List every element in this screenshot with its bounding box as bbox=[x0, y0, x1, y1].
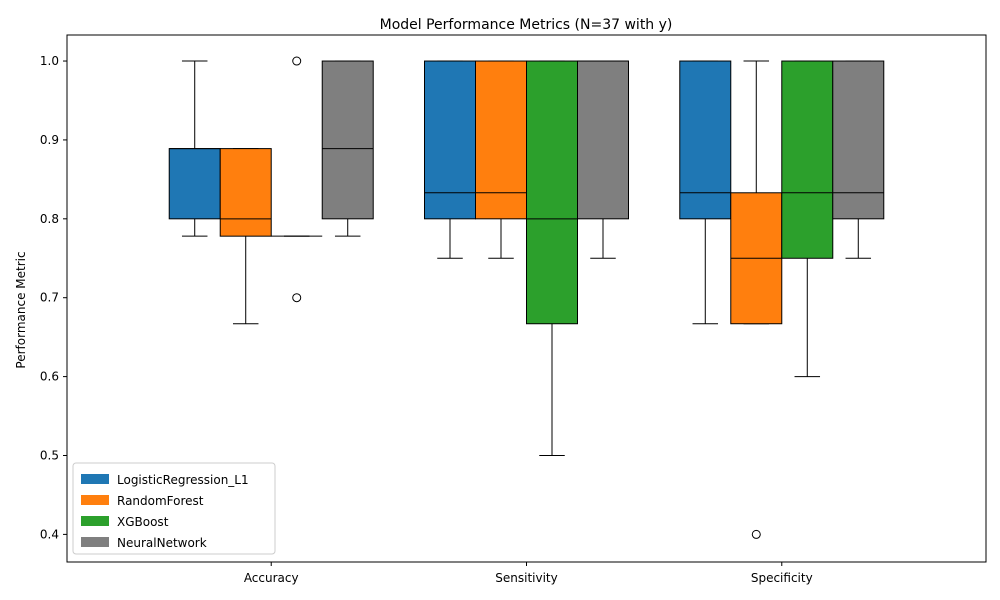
x-tick-label: Sensitivity bbox=[495, 571, 557, 585]
box-body bbox=[168, 148, 221, 220]
y-tick-label: 0.9 bbox=[40, 133, 59, 147]
y-tick-label: 0.6 bbox=[40, 370, 59, 384]
legend: LogisticRegression_L1 RandomForest XGBoost… bbox=[72, 462, 276, 555]
box-LogisticRegression_L1-Accuracy bbox=[168, 60, 221, 237]
legend-label: XGBoost bbox=[117, 515, 169, 529]
legend-swatch bbox=[81, 495, 109, 505]
y-axis-label: Performance Metric bbox=[14, 251, 28, 368]
legend-swatch bbox=[81, 537, 109, 547]
legend-swatch bbox=[81, 474, 109, 484]
box-body bbox=[577, 60, 629, 220]
legend-label: LogisticRegression_L1 bbox=[117, 473, 249, 487]
x-tick-label: Accuracy bbox=[244, 571, 299, 585]
chart-title: Model Performance Metrics (N=37 with y) bbox=[380, 17, 673, 33]
y-tick-label: 0.8 bbox=[40, 212, 59, 226]
box-NeuralNetwork-Sensitivity bbox=[577, 60, 629, 259]
box-body bbox=[679, 60, 732, 220]
box-XGBoost-Sensitivity bbox=[526, 60, 578, 456]
outlier-point bbox=[292, 56, 302, 66]
y-tick-label: 0.7 bbox=[40, 291, 59, 305]
plot-area bbox=[168, 56, 885, 539]
legend-label: NeuralNetwork bbox=[117, 536, 207, 550]
x-tick-label: Specificity bbox=[751, 571, 813, 585]
outlier-point bbox=[751, 529, 761, 539]
axes: 0.4 0.5 0.6 0.7 0.8 0.9 1.0 Accuracy Sensitivity… bbox=[40, 54, 813, 585]
box-XGBoost-Accuracy bbox=[271, 56, 323, 303]
legend-swatch bbox=[81, 516, 109, 526]
legend-label: RandomForest bbox=[117, 494, 204, 508]
box-body bbox=[424, 60, 476, 220]
legend-frame bbox=[72, 462, 276, 555]
box-NeuralNetwork-Accuracy bbox=[321, 60, 374, 237]
y-tick-label: 0.4 bbox=[40, 527, 59, 541]
box-body bbox=[219, 148, 272, 237]
box-RandomForest-Specificity bbox=[730, 60, 783, 539]
box-RandomForest-Accuracy bbox=[219, 148, 272, 325]
box-RandomForest-Sensitivity bbox=[475, 60, 527, 259]
box-body bbox=[832, 60, 885, 220]
box-body bbox=[475, 60, 527, 220]
box-body bbox=[781, 60, 834, 259]
y-tick-label: 1.0 bbox=[40, 54, 59, 68]
outlier-point bbox=[292, 293, 302, 303]
box-LogisticRegression_L1-Specificity bbox=[679, 60, 732, 325]
box-XGBoost-Specificity bbox=[781, 60, 834, 378]
box-NeuralNetwork-Specificity bbox=[832, 60, 885, 259]
box-body bbox=[526, 60, 578, 325]
y-tick-label: 0.5 bbox=[40, 448, 59, 462]
box-body bbox=[321, 60, 374, 220]
box-LogisticRegression_L1-Sensitivity bbox=[424, 60, 476, 259]
